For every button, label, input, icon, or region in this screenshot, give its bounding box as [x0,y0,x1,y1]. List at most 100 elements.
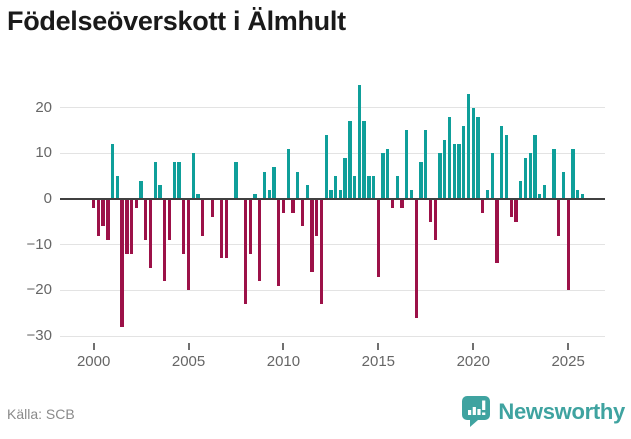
bar-2011-Q1 [300,199,305,227]
bar-2021-Q3 [500,125,504,199]
y-axis-label-10: 10 [35,144,52,162]
source-attribution: Källa: SCB [7,406,75,422]
chart-title: Födelseöverskott i Älmhult [7,6,346,36]
bar-2001-Q4 [125,199,129,254]
bar-2005-Q3 [196,194,200,199]
bar-2017-Q3 [424,130,428,199]
y-axis-label-0: 0 [43,190,52,207]
bar-2005-Q2 [191,153,195,199]
newsworthy-logo[interactable]: Newsworthy [462,396,625,427]
bar-2016-Q4 [409,189,414,199]
bar-2014-Q2 [362,121,366,199]
y-axis-label--30: −30 [26,327,52,345]
bar-2013-Q1 [338,189,343,199]
x-axis-label-2010: 2010 [266,353,301,370]
newsworthy-wordmark: Newsworthy [498,398,625,424]
bar-2001-Q1 [110,144,115,199]
bar-2023-Q3 [538,194,542,199]
bar-2006-Q4 [220,199,224,259]
x-axis-tick-2025 [567,343,570,350]
bar-2017-Q2 [419,162,423,199]
bar-2014-Q1 [357,84,362,199]
bar-2023-Q4 [542,185,547,199]
bar-2011-Q2 [305,185,309,199]
x-axis-label-2025: 2025 [551,353,585,370]
bar-2019-Q4 [466,93,471,199]
bar-2024-Q2 [552,148,556,199]
bar-2019-Q1 [452,144,456,199]
bar-2025-Q1 [566,199,570,291]
bar-2024-Q4 [561,171,566,199]
bar-2017-Q1 [414,199,418,318]
bar-2021-Q2 [495,199,499,263]
y-axis-label--20: −20 [26,281,52,299]
bar-2001-Q2 [115,176,120,199]
bar-2003-Q3 [158,185,162,199]
y-axis-label--10: −10 [26,235,52,253]
bar-2004-Q4 [182,199,186,254]
bar-2020-Q2 [476,116,480,199]
gridline--10 [60,244,605,246]
bar-2009-Q3 [272,167,276,199]
bar-2008-Q3 [253,194,257,199]
bar-2018-Q3 [443,139,447,199]
y-axis-label-20: 20 [35,98,52,116]
bar-2017-Q4 [428,199,433,222]
bar-2015-Q2 [381,153,385,199]
bar-2014-Q3 [367,176,371,199]
gridline--20 [60,289,605,291]
bar-2022-Q2 [514,199,518,222]
bar-2016-Q2 [400,199,404,209]
bar-2023-Q1 [528,153,532,199]
x-axis-label-2015: 2015 [361,353,396,370]
bar-2021-Q4 [504,135,509,199]
zero-axis-line [60,198,605,200]
gridline-10 [60,152,605,154]
bar-2007-Q1 [224,199,229,259]
bar-2000-Q2 [96,199,101,236]
bar-2018-Q2 [438,153,442,199]
bar-2003-Q1 [148,199,153,268]
bar-2005-Q4 [201,199,205,236]
bar-2022-Q1 [509,199,513,218]
bar-2016-Q1 [395,176,399,199]
x-axis-label-2000: 2000 [76,353,111,370]
bar-2014-Q4 [371,176,376,199]
bar-2000-Q3 [101,199,105,227]
bar-2006-Q2 [210,199,214,218]
x-axis-tick-2000 [92,343,95,350]
bar-2018-Q4 [447,116,452,199]
bar-2016-Q3 [405,130,409,199]
bar-2004-Q1 [167,199,172,241]
bar-2020-Q1 [471,107,475,199]
bar-2002-Q3 [139,180,143,199]
x-axis-tick-2015 [377,343,380,350]
bar-2025-Q4 [580,194,585,199]
bar-2009-Q4 [277,199,281,286]
bar-2013-Q2 [343,157,347,199]
bar-2009-Q2 [267,189,271,199]
bar-2010-Q2 [286,148,290,199]
bar-2012-Q4 [333,176,338,199]
bar-2012-Q3 [329,189,333,199]
bar-2000-Q1 [92,199,96,209]
bar-2010-Q1 [281,199,286,213]
newsworthy-bubble-chart-icon [462,396,491,427]
x-axis-label-2005: 2005 [171,353,206,370]
bar-2002-Q1 [129,199,134,254]
bar-2012-Q2 [324,135,328,199]
bar-2015-Q1 [376,199,380,277]
bar-2013-Q3 [348,121,352,199]
bar-2007-Q3 [234,162,238,199]
gridline-20 [60,107,605,109]
bar-2020-Q4 [485,189,490,199]
bar-2004-Q2 [172,162,176,199]
bar-2002-Q4 [144,199,148,241]
bar-2012-Q1 [319,199,324,305]
bar-2025-Q2 [571,148,575,199]
bar-2011-Q3 [310,199,314,273]
bar-2013-Q4 [352,176,357,199]
x-axis-tick-2010 [282,343,285,350]
bar-2008-Q2 [248,199,252,254]
